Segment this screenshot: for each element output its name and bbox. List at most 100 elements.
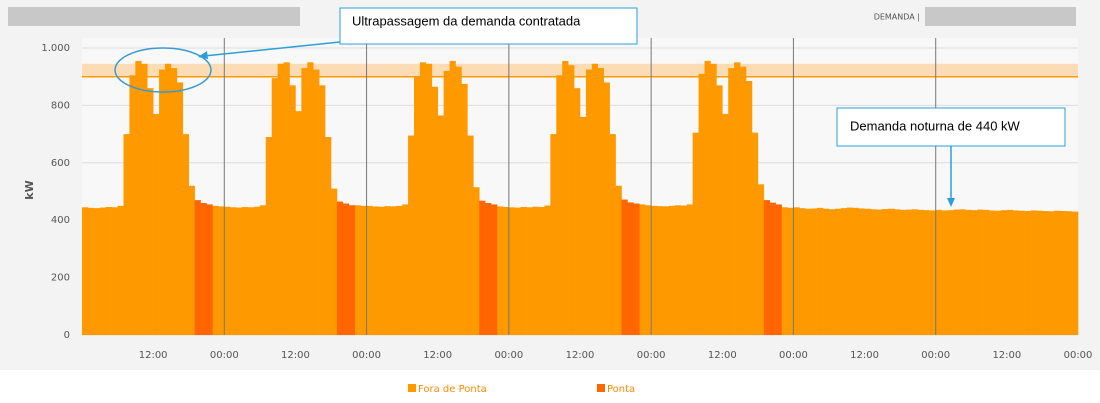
bar [277,63,284,335]
x-tick-label: 12:00 [423,350,452,361]
x-tick-label: 12:00 [281,350,310,361]
bar [336,201,344,335]
bar [580,116,587,335]
bar [876,209,883,335]
bar [846,207,854,335]
annotation: Demanda noturna de 440 kW [850,118,1021,133]
bar [568,65,575,335]
bar [319,85,326,335]
bar [811,208,818,335]
bar [111,207,118,335]
bar [775,204,782,335]
bar [858,208,865,335]
bar [390,206,397,335]
bar [882,209,889,335]
y-tick-label: 200 [51,273,70,284]
bar [230,207,237,335]
bar [87,207,95,335]
bar [574,88,581,336]
bar [716,85,723,335]
bar [248,207,255,335]
bar [485,202,492,335]
bar [1030,210,1037,335]
bar [769,202,776,335]
x-tick-label: 12:00 [708,350,737,361]
bar [805,208,812,335]
bar [995,210,1002,335]
bar [253,206,261,335]
x-tick-label: 12:00 [850,350,879,361]
bar [93,208,101,335]
bar [307,62,314,335]
y-tick-label: 600 [51,158,70,169]
bar [135,60,142,335]
arrowhead [947,198,955,207]
bar [491,204,498,335]
bar [141,63,148,335]
header-placeholder [925,7,1076,26]
x-tick-label: 12:00 [566,350,595,361]
x-tick-label: 00:00 [1064,350,1093,361]
bar [591,63,599,335]
bar [977,209,984,335]
bar [870,209,877,335]
legend-label: Fora de Ponta [418,384,487,395]
y-tick-label: 1.000 [41,43,70,54]
bar [378,206,385,335]
bar [502,206,510,335]
bar [508,207,516,335]
bar [1000,210,1008,335]
bar [544,205,551,335]
bar [953,209,960,335]
bar [182,134,190,335]
bar [834,208,842,335]
bar [105,206,112,335]
bar [473,187,480,335]
bar [1066,211,1073,335]
bar [467,135,474,335]
bar [912,209,919,335]
bar [331,188,338,335]
bar [728,68,735,335]
bar [1054,210,1061,335]
bar [615,185,622,335]
bar [289,85,296,335]
bar [550,134,557,335]
bar [354,205,361,335]
bar [906,209,913,335]
bar [402,204,409,335]
bar [698,73,705,335]
bar [840,208,848,335]
y-tick-label: 400 [51,215,70,226]
bar [585,69,593,336]
bar [170,68,178,335]
bar [348,205,356,335]
bar [562,60,569,335]
bar [265,136,273,335]
tolerance-band [82,63,1078,77]
arrow [203,41,341,57]
arrowhead [198,51,208,59]
bar [633,203,640,335]
highlight-ellipse [114,47,212,93]
bar [663,206,670,335]
bar [82,207,89,335]
bar [627,202,634,335]
bar [325,136,332,335]
bar [242,206,249,335]
bar [757,184,765,335]
bar [817,207,824,335]
bar [852,207,859,335]
bar [710,63,717,335]
x-tick-label: 00:00 [779,350,808,361]
bar [129,75,136,335]
x-tick-label: 00:00 [210,350,239,361]
bar [740,66,747,335]
bar [396,205,403,335]
bar [900,209,907,335]
bar [959,209,966,335]
bar [218,206,225,335]
bar [532,206,539,335]
bar [829,209,836,335]
bar [651,205,658,335]
